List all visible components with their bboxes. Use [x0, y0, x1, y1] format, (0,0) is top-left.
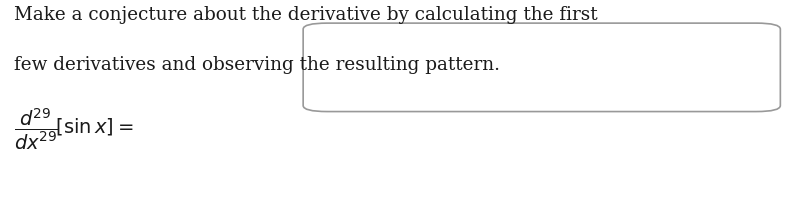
Text: few derivatives and observing the resulting pattern.: few derivatives and observing the result… — [14, 56, 500, 74]
Text: Make a conjecture about the derivative by calculating the first: Make a conjecture about the derivative b… — [14, 6, 597, 24]
Text: $\dfrac{d^{29}}{dx^{29}}\!\left[\sin x\right] = $: $\dfrac{d^{29}}{dx^{29}}\!\left[\sin x\r… — [14, 106, 133, 151]
FancyBboxPatch shape — [303, 24, 780, 112]
